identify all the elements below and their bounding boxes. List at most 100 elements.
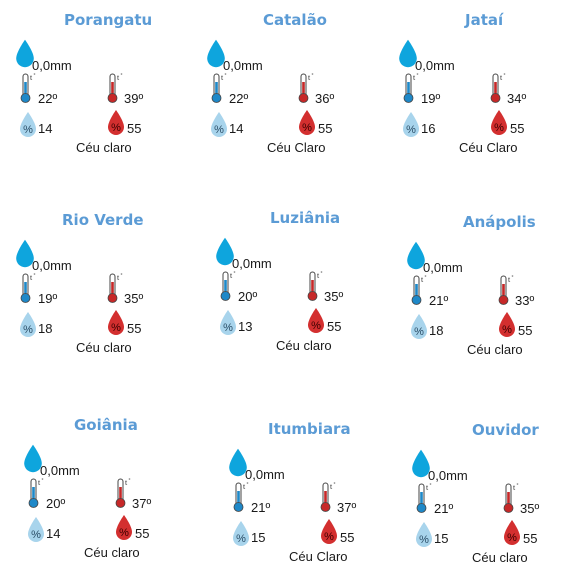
sky-condition: Céu claro	[76, 140, 132, 155]
city-name: Itumbiara	[268, 420, 351, 438]
rain-amount: 0,0mm	[223, 58, 263, 73]
svg-text:t: t	[30, 73, 33, 82]
humidity-low-icon: %	[18, 311, 38, 339]
city-card: Jataí 0,0mm t ° 19º t ° 34º% 16% 55 Céu Claro	[397, 8, 577, 158]
humidity-high-icon: %	[497, 311, 517, 339]
humidity-high-icon: %	[502, 519, 522, 547]
svg-text:t: t	[426, 483, 429, 492]
humidity-high-icon: %	[489, 109, 509, 137]
sky-condition: Céu Claro	[289, 549, 348, 564]
thermometer-hot-icon: t °	[115, 477, 133, 509]
thermometer-cold-icon: t °	[411, 274, 429, 306]
temp-min: 20º	[46, 496, 66, 511]
city-name: Porangatu	[64, 11, 153, 29]
city-name: Rio Verde	[62, 211, 144, 229]
temp-min: 22º	[229, 91, 249, 106]
svg-text:°: °	[34, 73, 36, 79]
humidity-min: 15	[251, 530, 266, 545]
humidity-low-icon: %	[18, 111, 38, 139]
svg-text:%: %	[111, 322, 121, 334]
city-name: Catalão	[263, 11, 327, 29]
thermometer-cold-icon: t °	[220, 270, 238, 302]
svg-text:°: °	[321, 271, 323, 277]
temp-min: 21º	[429, 293, 449, 308]
humidity-high-icon: %	[297, 109, 317, 137]
humidity-max: 55	[523, 531, 538, 546]
city-card: Anápolis 0,0mm t ° 21º t ° 33º% 18% 55 Céu claro	[405, 210, 585, 360]
humidity-max: 55	[135, 526, 150, 541]
humidity-min: 14	[229, 121, 244, 136]
temp-min: 22º	[38, 91, 58, 106]
city-name: Luziânia	[270, 209, 341, 227]
humidity-high-icon: %	[106, 309, 126, 337]
temp-min: 21º	[434, 501, 454, 516]
thermometer-cold-icon: t °	[20, 72, 38, 104]
svg-text:%: %	[311, 320, 321, 332]
svg-text:%: %	[324, 531, 334, 543]
svg-text:t: t	[308, 73, 311, 82]
svg-text:°: °	[417, 73, 419, 79]
humidity-min: 13	[238, 319, 253, 334]
svg-text:%: %	[214, 124, 224, 136]
temp-max: 35º	[520, 501, 540, 516]
svg-text:t: t	[125, 478, 128, 487]
humidity-min: 18	[38, 321, 53, 336]
humidity-high-icon: %	[306, 307, 326, 335]
temp-max: 34º	[507, 91, 527, 106]
rain-amount: 0,0mm	[245, 467, 285, 482]
humidity-low-icon: %	[409, 313, 429, 341]
humidity-min: 18	[429, 323, 444, 338]
thermometer-hot-icon: t °	[107, 272, 125, 304]
rain-drop-icon	[397, 38, 419, 70]
rain-drop-icon	[405, 240, 427, 272]
svg-text:t: t	[221, 73, 224, 82]
svg-text:%: %	[502, 324, 512, 336]
humidity-low-icon: %	[401, 111, 421, 139]
humidity-max: 55	[340, 530, 355, 545]
humidity-max: 55	[127, 121, 142, 136]
svg-text:%: %	[23, 124, 33, 136]
temp-min: 19º	[38, 291, 58, 306]
thermometer-cold-icon: t °	[20, 272, 38, 304]
svg-text:t: t	[513, 483, 516, 492]
rain-amount: 0,0mm	[428, 468, 468, 483]
humidity-max: 55	[327, 319, 342, 334]
temp-max: 36º	[315, 91, 335, 106]
rain-drop-icon	[227, 447, 249, 479]
svg-text:°: °	[129, 478, 131, 484]
svg-text:°: °	[504, 73, 506, 79]
temp-max: 35º	[324, 289, 344, 304]
svg-text:%: %	[414, 326, 424, 338]
city-card: Goiânia 0,0mm t ° 20º t ° 37º% 14% 55 Céu claro	[22, 413, 202, 563]
rain-amount: 0,0mm	[232, 256, 272, 271]
svg-text:°: °	[121, 273, 123, 279]
city-card: Ouvidor 0,0mm t ° 21º t ° 35º% 15% 55 Céu claro	[410, 418, 586, 568]
humidity-low-icon: %	[209, 111, 229, 139]
rain-amount: 0,0mm	[40, 463, 80, 478]
sky-condition: Céu claro	[76, 340, 132, 355]
city-card: Catalão 0,0mm t ° 22º t ° 36º% 14% 55 Céu Claro	[205, 8, 385, 158]
humidity-low-icon: %	[231, 520, 251, 548]
temp-min: 19º	[421, 91, 441, 106]
svg-text:t: t	[230, 271, 233, 280]
humidity-low-icon: %	[26, 516, 46, 544]
svg-text:°: °	[312, 73, 314, 79]
temp-min: 21º	[251, 500, 271, 515]
humidity-min: 14	[46, 526, 61, 541]
rain-drop-icon	[205, 38, 227, 70]
city-name: Goiânia	[74, 416, 138, 434]
thermometer-hot-icon: t °	[307, 270, 325, 302]
svg-text:t: t	[413, 73, 416, 82]
svg-text:°: °	[225, 73, 227, 79]
humidity-high-icon: %	[319, 518, 339, 546]
sky-condition: Céu claro	[467, 342, 523, 357]
humidity-min: 15	[434, 531, 449, 546]
svg-text:t: t	[243, 482, 246, 491]
rain-drop-icon	[22, 443, 44, 475]
city-name: Jataí	[465, 11, 504, 29]
humidity-high-icon: %	[114, 514, 134, 542]
svg-text:%: %	[23, 324, 33, 336]
temp-max: 37º	[132, 496, 152, 511]
svg-text:%: %	[119, 527, 129, 539]
rain-drop-icon	[14, 38, 36, 70]
